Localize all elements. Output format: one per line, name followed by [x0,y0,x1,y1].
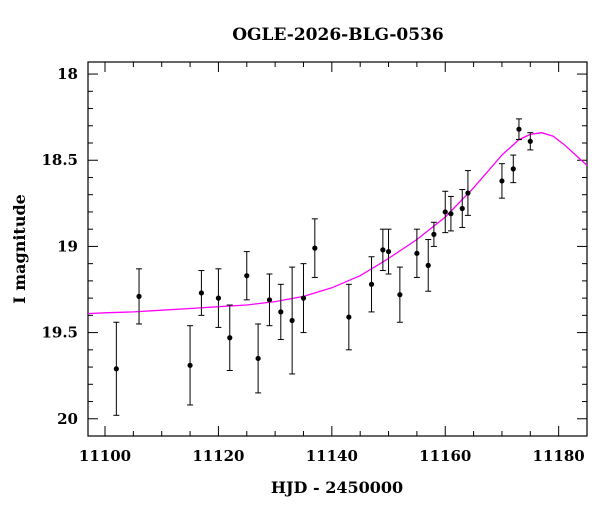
point-marker [431,231,437,237]
data-point [113,321,120,416]
data-point [510,154,517,184]
y-tick-label: 18.5 [41,151,78,169]
point-marker [289,317,295,324]
data-point [425,239,432,292]
model-curve-group [87,132,588,315]
point-marker [136,293,142,299]
point-marker [215,295,222,301]
y-tick-label: 19 [57,237,78,255]
point-marker [278,309,284,315]
data-point [498,163,505,199]
point-marker [300,295,307,301]
data-point [345,283,352,351]
point-marker [465,190,471,196]
axis-tick-labels: 11100 11120 11140 11160 11180 18 18.5 19 19.5 20 [41,65,584,465]
point-marker [448,211,454,217]
point-marker [385,248,392,255]
data-point [311,218,318,278]
point-marker [510,166,516,172]
data-point [289,266,296,375]
x-tick-label: 11160 [419,447,471,465]
point-marker [380,247,386,253]
point-marker [198,290,205,296]
data-point [385,228,392,275]
data-point [136,268,143,325]
x-tick-label: 11120 [192,447,244,465]
data-points-group [113,118,534,416]
chart-title: OGLE-2026-BLG-0536 [232,25,444,45]
point-marker [425,262,431,268]
point-marker [499,178,505,184]
point-marker [244,273,250,279]
data-point [459,189,466,228]
data-point [413,228,420,278]
data-point [379,228,386,272]
y-tick-label: 18 [57,65,78,83]
point-marker [414,250,420,256]
model-curve [87,132,588,315]
y-tick-label: 19.5 [41,324,78,342]
point-marker [266,297,273,303]
data-point [464,170,471,216]
y-tick-label: 20 [57,410,78,428]
point-marker [516,126,522,132]
point-marker [346,314,352,320]
point-marker [312,245,318,251]
data-point [368,256,375,313]
data-point [226,304,233,372]
data-point [300,263,307,334]
data-point [255,323,262,394]
data-point [215,268,222,328]
data-point [447,195,454,232]
x-tick-label: 11140 [306,447,358,465]
point-marker [459,205,465,212]
point-marker [527,138,533,144]
x-axis-label: HJD - 2450000 [271,478,403,497]
point-marker [187,362,193,368]
data-point [430,221,437,247]
data-point [527,132,534,151]
data-point [187,325,194,406]
point-marker [255,355,261,362]
y-axis-label: I magnitude [10,194,29,304]
x-tick-label: 11180 [533,447,585,465]
data-point [243,251,250,301]
point-marker [368,281,375,287]
point-marker [113,366,119,372]
data-point [515,118,522,141]
plot-frame [87,61,588,437]
data-point [266,273,273,327]
data-point [277,283,284,340]
point-marker [227,335,233,341]
data-point [396,266,403,323]
x-tick-label: 11100 [79,447,131,465]
point-marker [442,209,448,215]
axis-ticks [88,62,588,437]
point-marker [397,292,403,298]
data-point [198,270,205,316]
data-point [442,190,449,234]
